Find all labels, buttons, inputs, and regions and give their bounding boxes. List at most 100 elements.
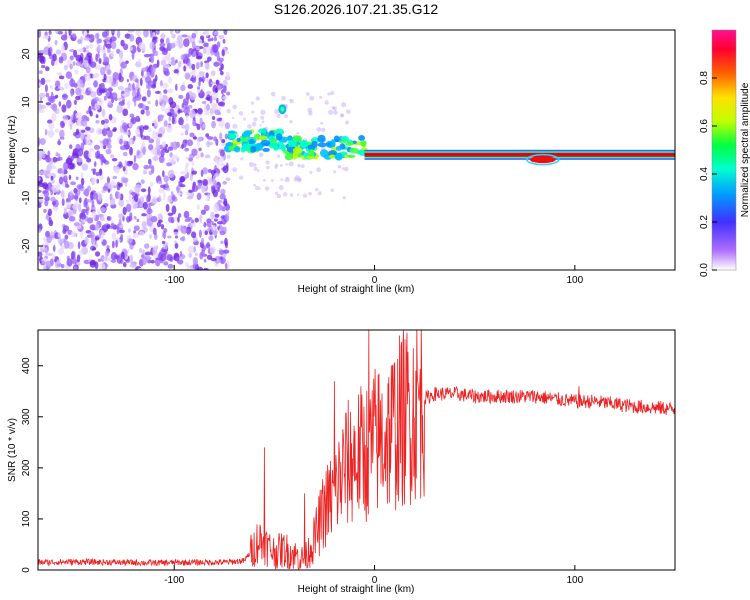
noise-speckle <box>175 83 178 91</box>
colorbar-label: Normalized spectral amplitude <box>740 82 750 217</box>
transition-speckle <box>238 175 244 180</box>
transition-speckle <box>330 188 335 192</box>
noise-speckle <box>81 163 89 171</box>
transition-blob <box>243 130 253 136</box>
noise-speckle <box>61 198 65 206</box>
noise-speckle <box>203 46 207 55</box>
noise-speckle <box>157 114 165 118</box>
noise-speckle <box>110 181 116 186</box>
noise-speckle <box>146 195 149 203</box>
noise-speckle <box>38 182 46 188</box>
transition-speckle <box>254 185 260 191</box>
noise-speckle <box>62 115 68 120</box>
noise-speckle <box>86 116 90 122</box>
noise-speckle <box>159 92 163 101</box>
noise-speckle <box>196 136 203 143</box>
noise-speckle <box>97 208 100 215</box>
noise-speckle <box>73 99 78 106</box>
noise-speckle <box>38 189 42 193</box>
noise-speckle <box>219 132 223 141</box>
noise-speckle <box>106 245 110 249</box>
transition-speckle <box>345 120 350 125</box>
noise-speckle <box>180 225 184 233</box>
transition-blob <box>274 128 285 136</box>
noise-speckle <box>128 138 133 147</box>
noise-speckle <box>118 182 123 188</box>
noise-speckle <box>66 201 72 209</box>
transition-speckle <box>316 167 321 173</box>
transition-blob <box>347 154 356 158</box>
noise-speckle <box>96 36 100 45</box>
noise-speckle <box>81 30 85 35</box>
noise-speckle <box>129 113 135 118</box>
noise-speckle <box>44 128 48 136</box>
noise-speckle <box>69 190 73 197</box>
noise-speckle <box>187 245 195 254</box>
noise-speckle <box>183 106 190 114</box>
noise-speckle <box>122 108 129 117</box>
noise-speckle <box>198 80 201 87</box>
transition-speckle <box>232 123 238 129</box>
noise-speckle <box>38 82 42 87</box>
noise-speckle <box>178 117 184 126</box>
noise-speckle <box>222 85 227 93</box>
noise-speckle <box>75 61 82 67</box>
noise-speckle <box>167 196 173 203</box>
noise-speckle <box>91 210 96 220</box>
noise-speckle <box>155 74 158 82</box>
noise-speckle <box>188 189 193 193</box>
noise-speckle <box>54 128 60 133</box>
noise-speckle <box>181 124 187 129</box>
noise-speckle <box>111 240 115 249</box>
snr-x-label: Height of straight line (km) <box>298 584 415 595</box>
noise-speckle <box>63 161 69 171</box>
noise-speckle <box>84 130 88 134</box>
transition-speckle <box>264 186 270 191</box>
transition-speckle <box>248 161 254 167</box>
noise-speckle <box>196 203 200 211</box>
noise-speckle <box>192 136 198 140</box>
noise-speckle <box>175 59 178 64</box>
noise-speckle <box>88 34 95 43</box>
noise-speckle <box>150 215 158 223</box>
noise-speckle <box>200 169 204 177</box>
noise-speckle <box>223 198 228 207</box>
transition-speckle <box>251 121 257 127</box>
transition-blob <box>345 142 354 146</box>
noise-speckle <box>222 249 230 254</box>
transition-blob <box>284 153 294 161</box>
transition-blob <box>317 142 328 148</box>
noise-speckle <box>186 264 190 270</box>
transition-speckle <box>261 120 265 124</box>
noise-speckle <box>45 66 50 72</box>
noise-speckle <box>216 97 219 104</box>
noise-speckle <box>58 56 64 64</box>
noise-speckle <box>107 129 113 138</box>
noise-speckle <box>89 147 94 152</box>
noise-speckle <box>100 233 104 242</box>
noise-speckle <box>133 135 136 141</box>
noise-speckle <box>208 235 214 241</box>
transition-speckle <box>274 163 279 168</box>
noise-speckle <box>141 213 147 217</box>
noise-speckle <box>41 150 46 159</box>
noise-speckle <box>222 180 227 185</box>
transition-speckle <box>247 124 252 129</box>
noise-speckle <box>43 51 50 55</box>
noise-speckle <box>203 267 209 270</box>
noise-speckle <box>187 104 193 109</box>
noise-speckle <box>192 70 196 78</box>
noise-speckle <box>101 128 108 137</box>
transition-speckle <box>226 108 231 114</box>
noise-speckle <box>120 233 124 240</box>
transition-speckle <box>286 176 289 180</box>
noise-speckle <box>70 181 76 186</box>
transition-blob <box>258 128 267 134</box>
tone-band-core <box>364 152 675 157</box>
noise-speckle <box>80 230 83 239</box>
noise-speckle <box>191 41 196 49</box>
noise-speckle <box>105 91 110 98</box>
noise-speckle <box>94 251 101 257</box>
noise-speckle <box>38 170 43 175</box>
noise-speckle <box>174 242 179 249</box>
